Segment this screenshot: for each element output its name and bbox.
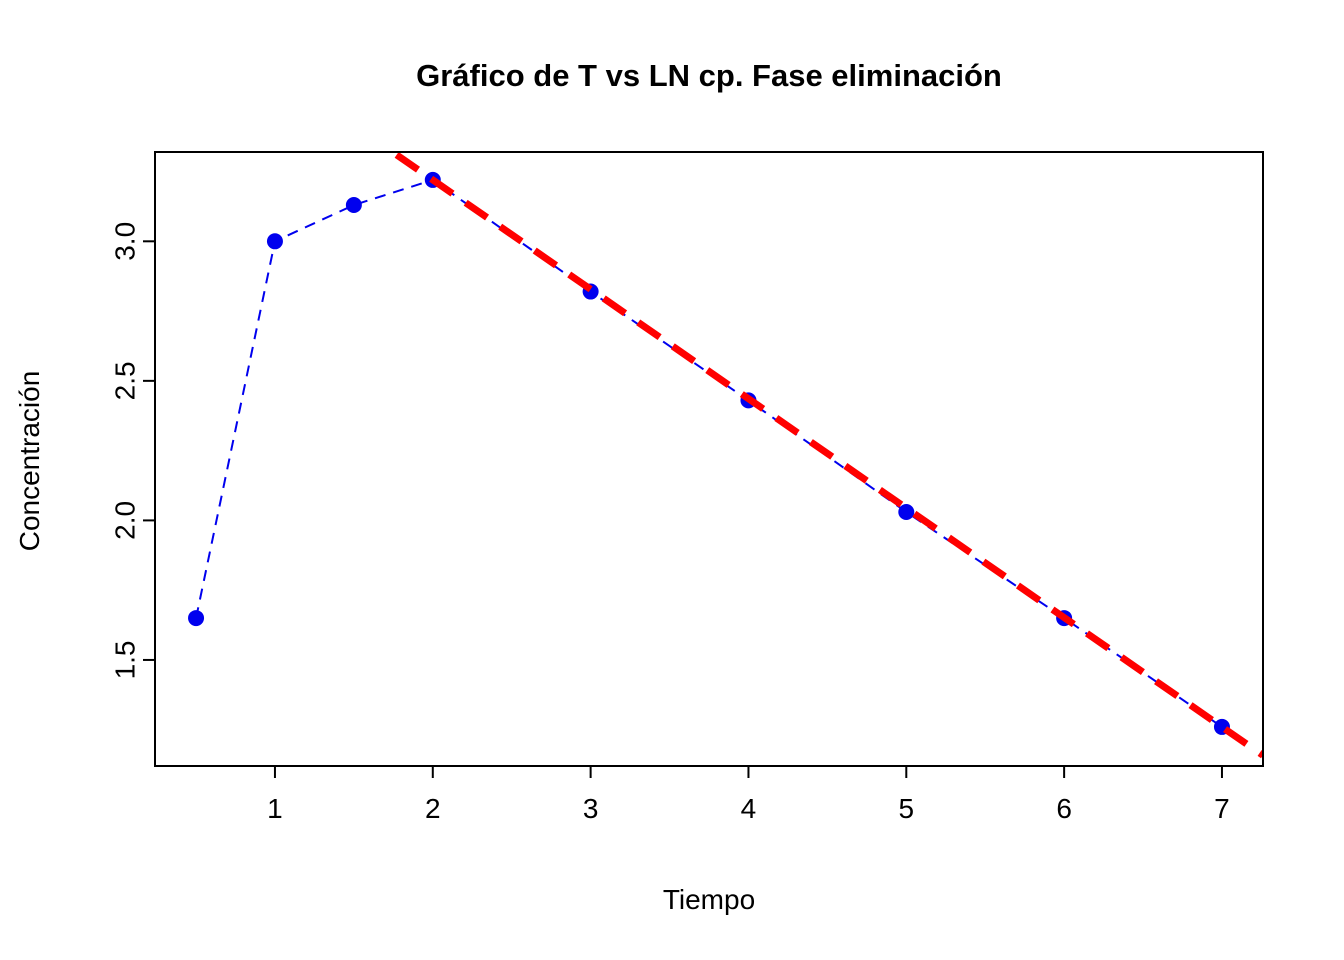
y-tick-label: 1.5 [109, 640, 140, 679]
data-point [345, 197, 362, 214]
fit-line [386, 152, 1263, 759]
x-tick-label: 5 [899, 793, 915, 824]
data-point [266, 233, 283, 250]
x-tick-label: 1 [267, 793, 283, 824]
x-tick-label: 6 [1056, 793, 1072, 824]
x-tick-label: 3 [583, 793, 599, 824]
y-tick-label: 2.0 [109, 501, 140, 540]
y-axis-label: Concentración [14, 370, 45, 552]
data-point [898, 504, 915, 521]
data-point [188, 610, 205, 627]
x-axis-label: Tiempo [662, 884, 756, 915]
y-tick-label: 3.0 [109, 222, 140, 261]
chart-title: Gráfico de T vs LN cp. Fase eliminación [416, 58, 1002, 93]
x-tick-label: 7 [1214, 793, 1230, 824]
x-tick-label: 2 [425, 793, 441, 824]
y-tick-label: 2.5 [109, 361, 140, 400]
x-tick-label: 4 [741, 793, 757, 824]
observed-line [195, 178, 1223, 728]
plot-border [154, 151, 1264, 767]
